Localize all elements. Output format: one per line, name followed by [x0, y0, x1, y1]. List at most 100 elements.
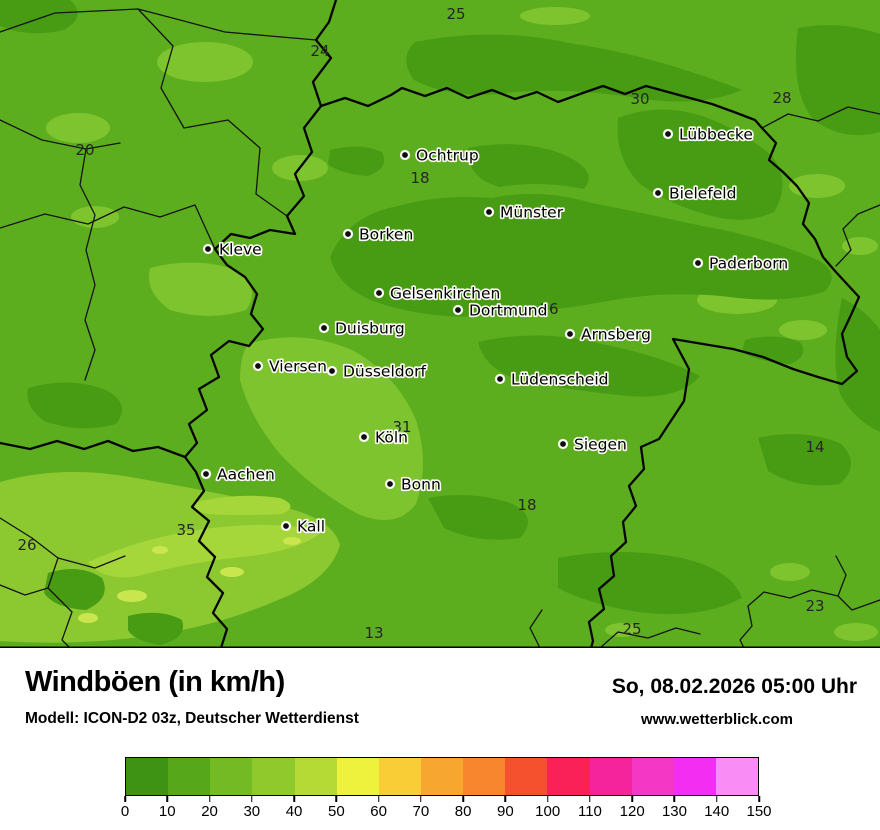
map-bottom-frame — [0, 646, 880, 649]
terrain-yellow-specks — [78, 537, 301, 623]
colorbar-segment — [378, 758, 421, 795]
city-marker: Lüdenscheid — [494, 369, 610, 390]
colorbar-tick — [335, 796, 338, 802]
city-label: Köln — [375, 429, 408, 447]
city-dot — [280, 520, 292, 532]
website-url: www.wetterblick.com — [641, 711, 793, 728]
colorbar-tick — [251, 796, 253, 802]
wind-gust-map: 25 24 30 28 20 18 26 31 14 18 35 26 23 25 13 Ochtrup Lü… — [0, 0, 880, 650]
colorbar-tick-label: 80 — [454, 803, 472, 820]
wind-value: 20 — [75, 141, 94, 159]
city-marker: Kleve — [202, 239, 263, 260]
colorbar-tick-label: 120 — [619, 803, 645, 820]
colorbar-tick-label: 10 — [158, 803, 176, 820]
city-dot — [483, 206, 495, 218]
colorbar-tick-label: 30 — [243, 803, 261, 820]
wind-value: 30 — [630, 90, 649, 108]
city-marker: Münster — [483, 202, 565, 223]
city-label: Dortmund — [469, 302, 547, 320]
city-dot — [252, 360, 264, 372]
colorbar-segment — [715, 758, 759, 795]
colorbar-segment — [126, 758, 169, 795]
wind-value: 23 — [805, 597, 824, 615]
map-canvas: 25 24 30 28 20 18 26 31 14 18 35 26 23 25 13 Ochtrup Lü… — [0, 0, 880, 650]
city-label: Münster — [500, 204, 564, 222]
colorbar-tick-label: 60 — [370, 803, 387, 820]
wind-value: 35 — [176, 521, 195, 539]
wind-value: 18 — [517, 496, 536, 514]
colorbar-tick — [208, 796, 211, 802]
model-info: Modell: ICON-D2 03z, Deutscher Wetterdie… — [25, 710, 359, 727]
colorbar-tick — [589, 796, 591, 802]
colorbar-tick-label: 50 — [327, 803, 345, 820]
city-dot — [662, 128, 674, 140]
city-label: Lüdenscheid — [511, 371, 609, 389]
city-label: Bielefeld — [669, 185, 736, 203]
colorbar-tick-label: 0 — [120, 803, 130, 820]
city-marker: Düsseldorf — [326, 361, 428, 382]
city-label: Duisburg — [335, 320, 405, 338]
city-label: Bonn — [401, 476, 441, 494]
city-marker: Aachen — [200, 464, 276, 485]
colorbar-tick-label: 20 — [201, 803, 218, 820]
city-dot — [326, 365, 338, 377]
city-dot — [384, 478, 396, 490]
city-marker: Viersen — [252, 356, 329, 377]
city-marker: Paderborn — [692, 253, 790, 274]
city-label: Kleve — [219, 241, 262, 259]
city-markers-layer: Ochtrup Lübbecke Bielefeld Münster Borken Kle… — [200, 124, 790, 537]
wind-value: 14 — [805, 438, 824, 456]
color-scale-ticks: 0 10 20 30 40 50 60 70 80 90 100 110 120 130 140 150 — [121, 796, 772, 826]
colorbar-tick — [420, 796, 422, 802]
city-label: Lübbecke — [679, 126, 753, 144]
city-marker: Bonn — [384, 474, 442, 495]
wind-values-layer: 25 24 30 28 20 18 26 31 14 18 35 26 23 25 13 — [17, 5, 824, 642]
wind-value: 31 — [392, 418, 411, 436]
colorbar-tick-label: 70 — [412, 803, 430, 820]
colorbar-tick — [673, 796, 676, 802]
city-marker: Dortmund — [452, 300, 549, 321]
colorbar-tick — [462, 796, 464, 802]
wind-value: 28 — [772, 89, 791, 107]
city-dot — [202, 243, 214, 255]
city-label: Aachen — [217, 466, 275, 484]
city-dot — [318, 322, 330, 334]
colorbar-segment — [420, 758, 464, 795]
color-scale-bar — [125, 757, 759, 796]
terrain-streaks — [88, 495, 322, 578]
colorbar-segment — [673, 758, 716, 795]
colorbar-tick — [504, 796, 507, 802]
colorbar-segment — [547, 758, 590, 795]
wind-value: 24 — [310, 42, 329, 60]
wind-value: 13 — [364, 624, 383, 642]
city-dot — [452, 304, 464, 316]
city-label: Kall — [297, 518, 325, 536]
city-marker: Duisburg — [318, 318, 406, 339]
colorbar-tick — [546, 796, 549, 802]
city-marker: Kall — [280, 516, 327, 537]
city-marker: Gelsenkirchen — [373, 283, 502, 304]
colorbar-tick-label: 40 — [285, 803, 303, 820]
city-dot — [564, 328, 576, 340]
colorbar-segment — [505, 758, 548, 795]
colorbar-segment — [336, 758, 379, 795]
city-label: Ochtrup — [416, 147, 479, 165]
city-dot — [200, 468, 212, 480]
city-marker: Siegen — [557, 434, 628, 455]
city-dot — [692, 257, 704, 269]
city-marker: Borken — [342, 224, 415, 245]
colorbar-tick — [631, 796, 633, 802]
city-dot — [557, 438, 569, 450]
colorbar-tick-label: 90 — [497, 803, 514, 820]
wind-value: 26 — [539, 300, 558, 318]
city-dot — [342, 228, 354, 240]
wind-value: 26 — [17, 536, 36, 554]
wind-value: 25 — [622, 620, 641, 638]
page-title: Windböen (in km/h) — [25, 666, 285, 698]
city-marker: Lübbecke — [662, 124, 754, 145]
colorbar-segment — [631, 758, 674, 795]
colorbar-tick-label: 130 — [661, 803, 687, 820]
colorbar-tick-label: 140 — [704, 803, 730, 820]
wind-value: 25 — [446, 5, 465, 23]
